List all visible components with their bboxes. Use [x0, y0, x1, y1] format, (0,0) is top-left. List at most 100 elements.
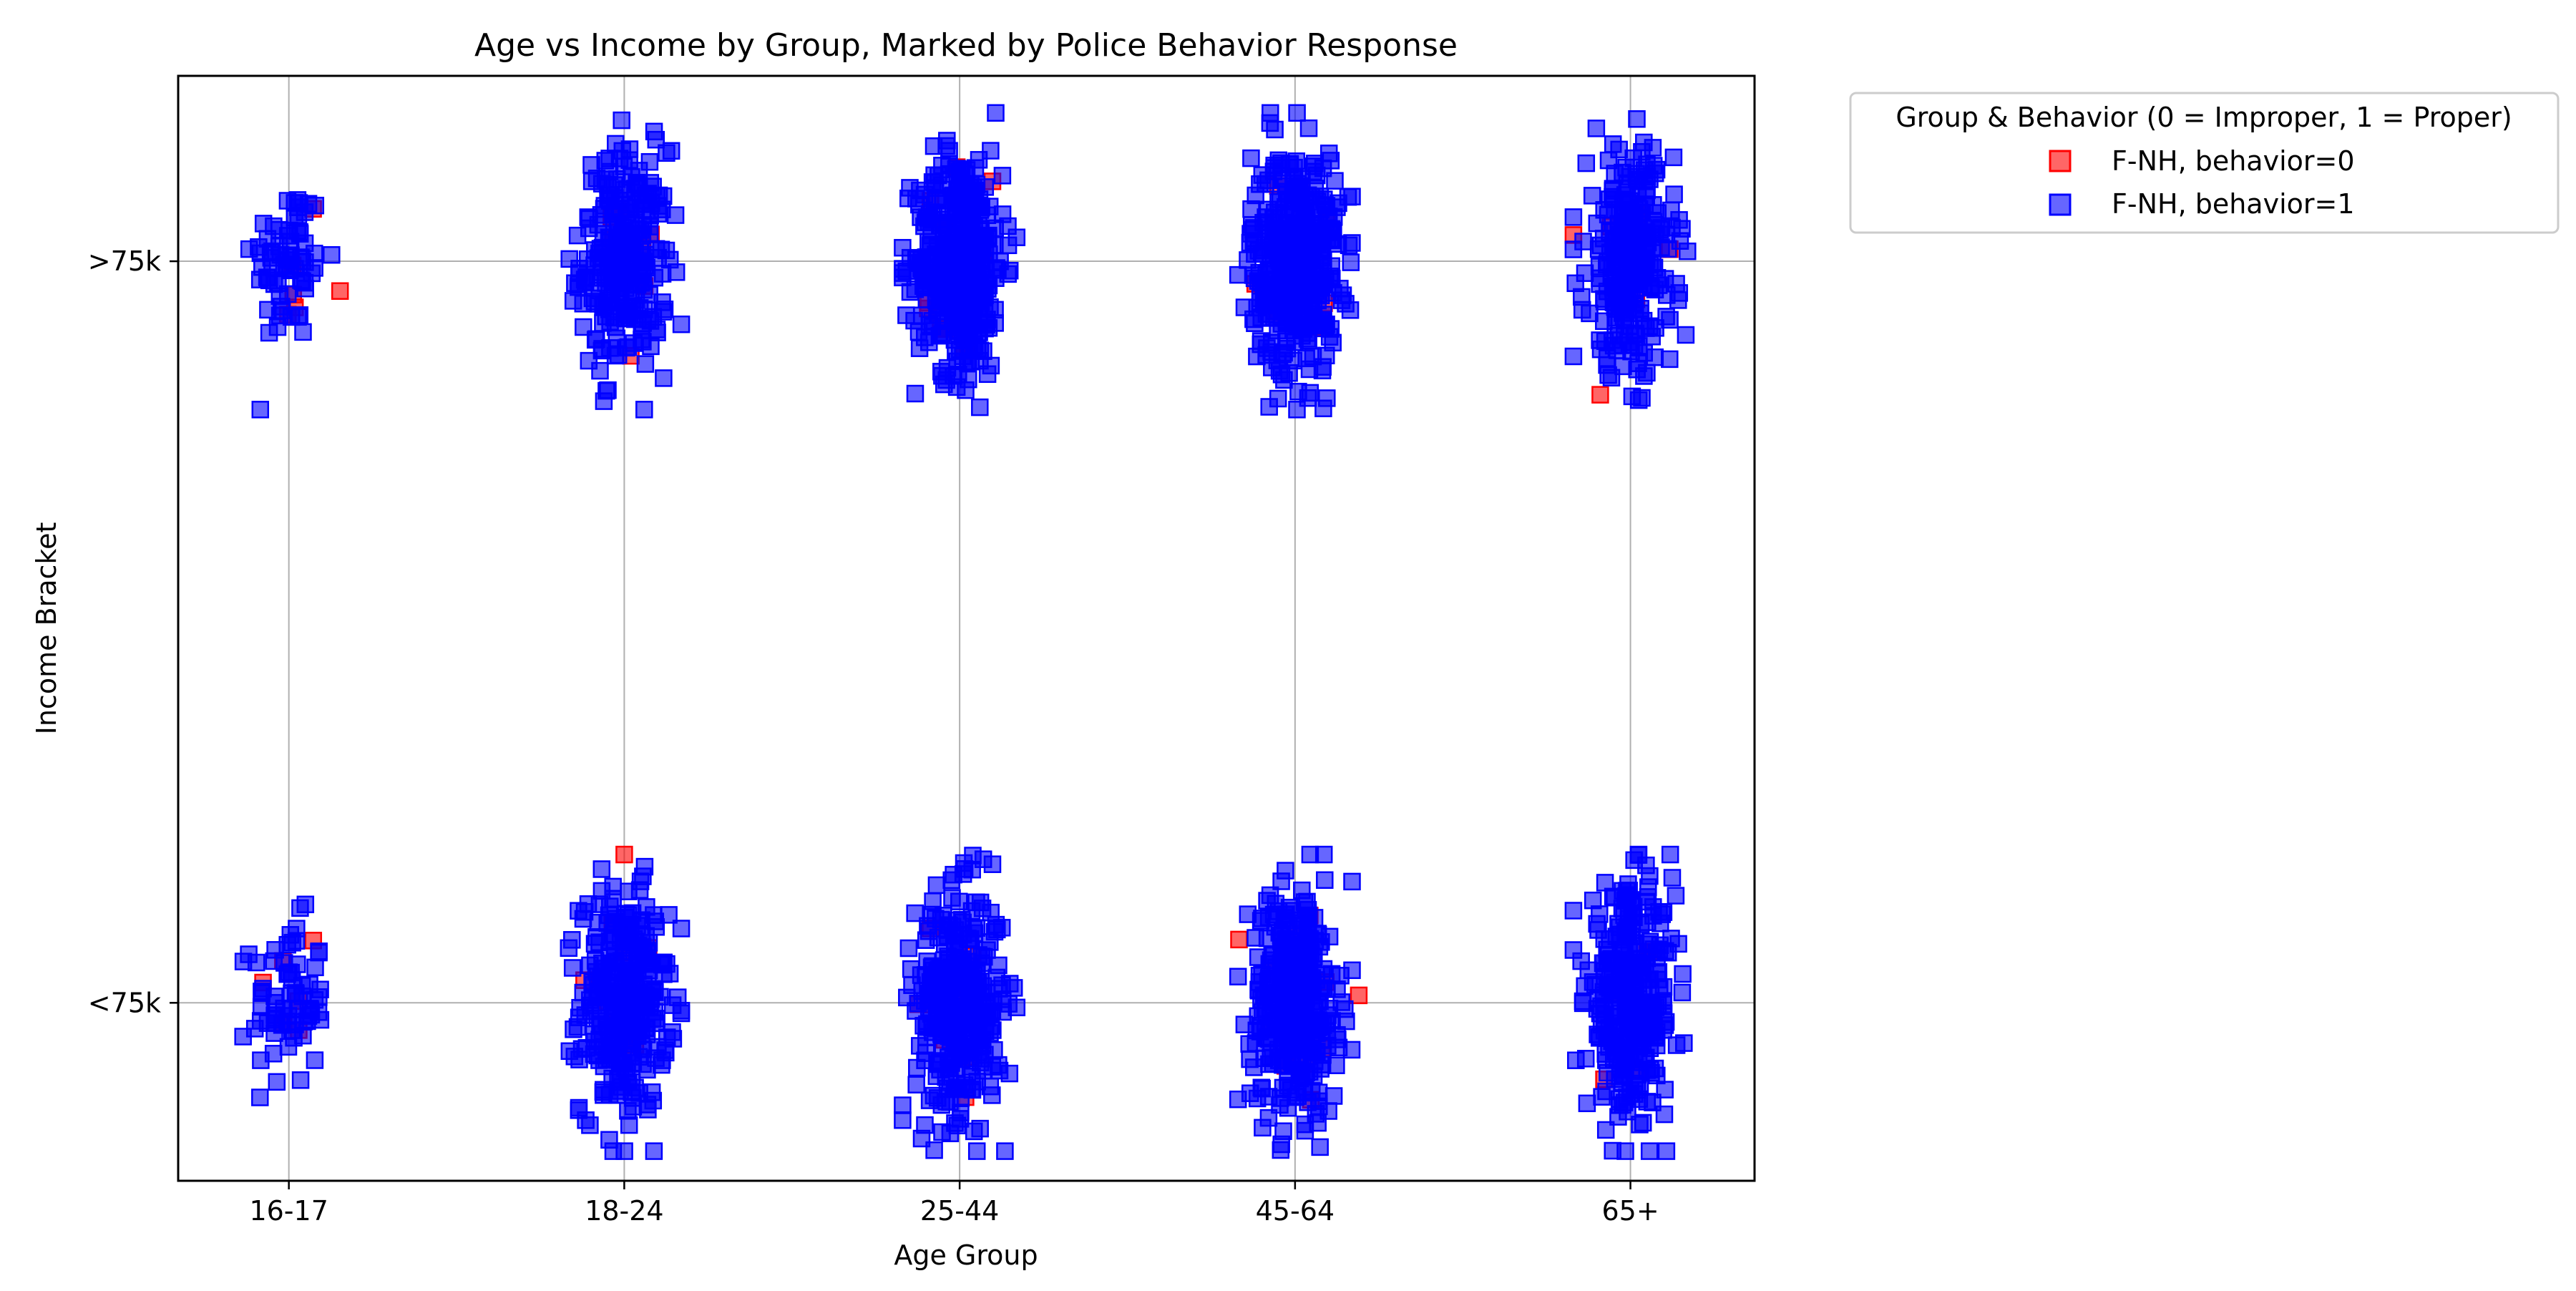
point-behavior-1: [1576, 1050, 1595, 1068]
point-behavior-1: [600, 1131, 618, 1149]
point-behavior-1: [912, 259, 930, 278]
point-behavior-1: [1629, 845, 1648, 864]
point-behavior-1: [899, 939, 918, 958]
point-behavior-1: [605, 1020, 623, 1038]
point-behavior-1: [1583, 187, 1601, 205]
point-behavior-1: [1669, 935, 1687, 953]
point-behavior-1: [978, 941, 996, 959]
point-behavior-1: [572, 1040, 591, 1058]
y-tick-label: >75k: [88, 245, 161, 277]
point-behavior-1: [1339, 187, 1357, 206]
point-behavior-1: [1252, 332, 1270, 350]
point-behavior-1: [1663, 869, 1682, 887]
point-behavior-1: [1309, 1083, 1328, 1101]
point-behavior-1: [1244, 233, 1263, 250]
point-behavior-1: [1629, 172, 1647, 190]
point-behavior-1: [1654, 1020, 1672, 1039]
point-behavior-1: [275, 954, 293, 972]
point-behavior-1: [1617, 1001, 1635, 1019]
point-behavior-1: [1667, 887, 1685, 905]
legend-box: [1849, 92, 2560, 234]
point-behavior-1: [614, 918, 633, 936]
point-behavior-1: [1343, 872, 1361, 891]
point-behavior-1: [592, 860, 611, 878]
point-behavior-1: [1289, 382, 1307, 401]
point-behavior-0: [331, 282, 349, 300]
point-behavior-1: [1246, 186, 1264, 205]
point-behavior-1: [609, 1071, 627, 1089]
x-tick-label: 45-64: [1256, 1195, 1335, 1227]
point-behavior-1: [977, 316, 995, 334]
point-behavior-1: [1306, 155, 1324, 172]
point-behavior-1: [950, 958, 967, 975]
point-behavior-1: [946, 938, 964, 957]
plot-frame: [177, 74, 1756, 1182]
point-behavior-1: [968, 965, 986, 983]
point-behavior-1: [987, 269, 1005, 287]
point-behavior-1: [1337, 295, 1355, 313]
point-behavior-1: [937, 218, 956, 236]
point-behavior-1: [976, 227, 995, 245]
point-behavior-1: [1641, 980, 1660, 998]
point-behavior-1: [1599, 151, 1618, 170]
point-behavior-0: [1230, 930, 1248, 949]
point-behavior-1: [1673, 983, 1692, 1002]
point-behavior-1: [894, 1096, 912, 1114]
point-behavior-1: [987, 104, 1005, 122]
point-behavior-1: [1621, 192, 1639, 210]
point-behavior-1: [912, 208, 930, 226]
point-behavior-1: [1319, 145, 1338, 162]
point-behavior-1: [275, 255, 293, 273]
point-behavior-1: [643, 1083, 661, 1101]
point-behavior-1: [953, 278, 972, 296]
point-behavior-1: [1564, 208, 1583, 226]
point-behavior-1: [1229, 265, 1247, 284]
point-behavior-1: [575, 318, 592, 336]
point-behavior-1: [295, 1013, 313, 1031]
point-behavior-1: [1576, 264, 1594, 282]
point-behavior-1: [630, 1048, 648, 1066]
point-behavior-1: [1261, 886, 1279, 905]
point-behavior-1: [1664, 148, 1683, 167]
point-behavior-1: [635, 301, 653, 318]
point-behavior-1: [1614, 163, 1631, 182]
point-behavior-1: [1646, 319, 1664, 337]
point-behavior-1: [963, 860, 981, 879]
point-behavior-1: [1313, 361, 1332, 380]
point-behavior-1: [1336, 1000, 1354, 1018]
point-behavior-1: [662, 142, 680, 160]
x-tick-label: 16-17: [249, 1195, 328, 1227]
point-behavior-1: [1587, 120, 1606, 137]
point-behavior-1: [268, 318, 287, 336]
point-behavior-1: [1295, 1083, 1314, 1102]
point-behavior-1: [282, 308, 301, 326]
point-behavior-1: [907, 1076, 925, 1093]
point-behavior-1: [994, 990, 1012, 1008]
point-behavior-1: [1288, 401, 1306, 419]
point-behavior-1: [932, 267, 950, 286]
point-behavior-1: [982, 356, 1000, 375]
point-behavior-1: [653, 265, 672, 283]
point-behavior-1: [1645, 215, 1663, 234]
point-behavior-1: [281, 926, 300, 944]
point-behavior-1: [1299, 119, 1318, 137]
point-behavior-1: [587, 928, 605, 946]
point-behavior-1: [1577, 154, 1596, 172]
point-behavior-1: [647, 130, 665, 149]
legend-swatch-behavior-0: [2049, 150, 2072, 172]
point-behavior-1: [620, 967, 639, 985]
point-behavior-1: [1293, 881, 1311, 900]
point-behavior-1: [613, 111, 630, 130]
point-behavior-1: [291, 1071, 310, 1089]
point-behavior-1: [581, 1116, 599, 1134]
point-behavior-1: [928, 245, 947, 264]
point-behavior-1: [1271, 1096, 1289, 1114]
point-behavior-1: [966, 182, 985, 200]
point-behavior-1: [585, 256, 603, 274]
point-behavior-1: [1596, 1121, 1615, 1139]
point-behavior-1: [672, 920, 691, 937]
point-behavior-1: [966, 159, 985, 177]
point-behavior-1: [1296, 1115, 1314, 1134]
point-behavior-1: [1245, 1058, 1263, 1076]
point-behavior-1: [251, 401, 270, 419]
